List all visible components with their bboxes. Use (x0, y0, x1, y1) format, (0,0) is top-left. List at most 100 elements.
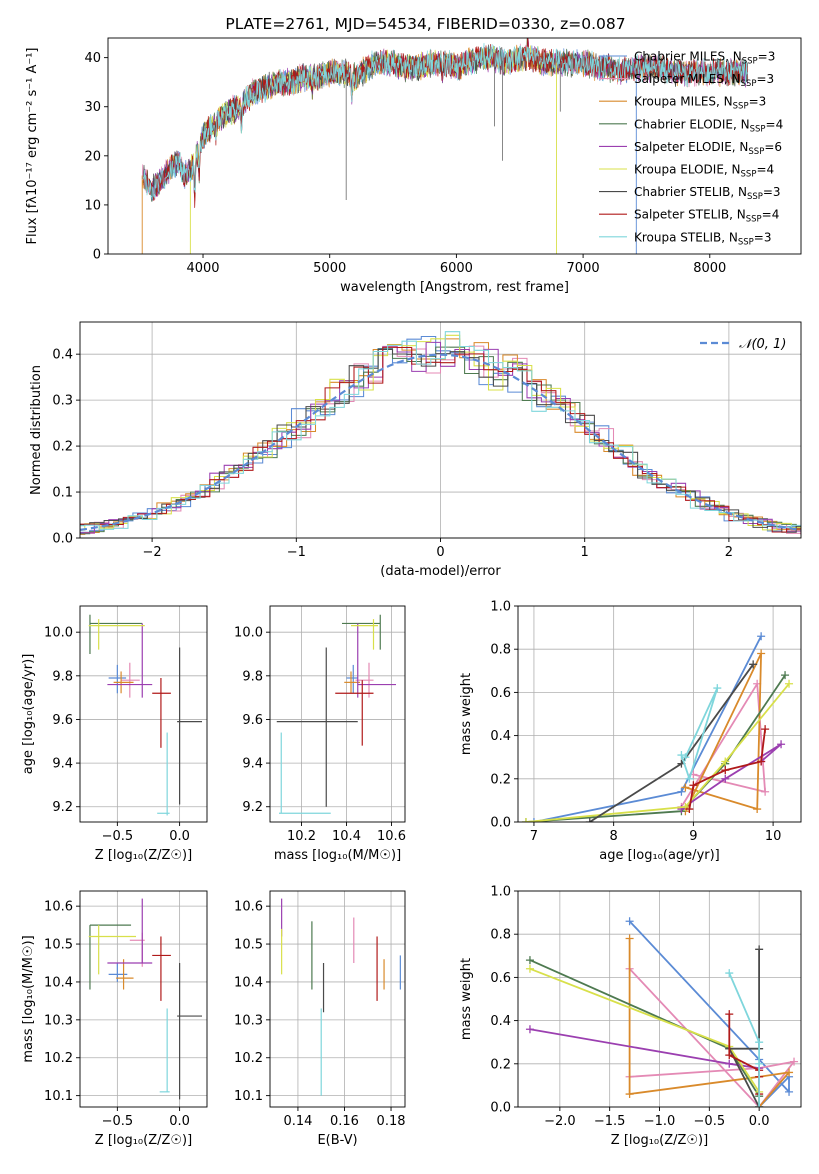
x-tick-label: 7000 (567, 261, 600, 276)
weight-point-marker (725, 1059, 734, 1068)
weight-point-marker (785, 1087, 794, 1096)
legend-entry-name: Chabrier ELODIE, N (634, 117, 750, 131)
axes-mass-vs-z (80, 891, 207, 1107)
error-cross-7 (335, 680, 374, 746)
x-tick-label: 0.0 (169, 1114, 190, 1129)
legend-entry: Kroupa MILES, NSSP=3 (634, 95, 766, 112)
frame-residuals: −2 −1 0 1 2 0.0 0.1 0.2 0.3 0.4 (data-model)/error… (29, 321, 802, 579)
frame-age-vs-z: −0.5 0.0 9.2 9.4 9.6 9.8 10.0 Z [log₁₀(Z/Z☉)] ag… (21, 605, 208, 863)
legend-entry-name: Chabrier MILES, N (634, 50, 742, 64)
y-tick-label: 0.4 (52, 348, 73, 363)
legend-entry: Chabrier STELIB, NSSP=3 (634, 185, 781, 202)
weight-point-marker (755, 1059, 764, 1068)
grid-mass-vs-ebv (270, 891, 405, 1107)
legend-entry: Kroupa ELODIE, NSSP=4 (634, 163, 774, 180)
error-cross-7 (152, 678, 171, 748)
y-tick-label: 9.2 (242, 800, 263, 815)
y-tick-label: 9.6 (242, 713, 263, 728)
error-cross-0 (108, 963, 128, 982)
y-tick-label: 9.2 (52, 800, 73, 815)
legend-entry-name: Chabrier STELIB, N (634, 185, 747, 199)
y-tick-label: 9.6 (52, 713, 73, 728)
weight-point-marker (785, 679, 794, 688)
weight-point-marker (525, 1025, 534, 1034)
x-tick-label: −1.0 (644, 1114, 676, 1129)
weight-point-marker (755, 1103, 764, 1107)
legend-entry-name: Kroupa MILES, N (634, 95, 733, 109)
weight-point-marker (753, 805, 762, 814)
y-tick-label: 0.0 (490, 816, 511, 831)
weight-point-marker (761, 725, 770, 734)
x-tick-label: 10.4 (332, 829, 361, 844)
weight-series-1 (625, 964, 799, 1107)
error-cross-2 (116, 959, 134, 990)
weight-series-3 (521, 671, 790, 822)
x-tick-label: 7 (530, 829, 538, 844)
x-tick-label: 5000 (313, 261, 346, 276)
y-tick-label: 10.2 (234, 1051, 263, 1066)
normal-reference-curve (80, 353, 801, 531)
y-axis-label: age [log₁₀(age/yr)] (21, 654, 36, 775)
y-tick-label: 0.4 (490, 1014, 511, 1029)
x-tick-label: 0 (436, 545, 444, 560)
weight-point-marker (725, 1051, 734, 1060)
weight-point-marker (625, 1090, 634, 1099)
weight-point-marker (761, 787, 770, 796)
y-tick-label: 9.4 (52, 757, 73, 772)
weight-point-marker (721, 766, 730, 775)
legend-spectrum: Chabrier MILES, N SSP =3 Salpeter MILES, NS… (599, 50, 783, 247)
weight-point-marker (685, 774, 694, 783)
weight-series-0 (529, 632, 766, 822)
y-tick-label: 1.0 (490, 885, 511, 900)
error-cross-6 (276, 647, 358, 807)
plot-frame (269, 605, 406, 823)
x-tick-label: 10.6 (377, 829, 406, 844)
y-tick-label: 0.0 (52, 532, 73, 547)
y-axis-label: mass weight (459, 958, 474, 1040)
y-tick-label: 10.3 (234, 1013, 263, 1028)
grid-age-vs-mass (270, 606, 405, 822)
error-cross-4 (107, 623, 153, 698)
y-tick-label: 0.2 (52, 440, 73, 455)
legend-entry: Salpeter MILES, NSSP=3 (634, 72, 774, 89)
y-tick-label: 9.4 (242, 757, 263, 772)
y-tick-label: 10.3 (44, 1013, 73, 1028)
weight-point-marker (785, 1068, 794, 1077)
x-axis-label: E(B-V) (317, 1133, 357, 1148)
x-tick-label: 0.18 (377, 1114, 406, 1129)
weight-line (533, 635, 762, 822)
error-cross-6 (177, 963, 203, 1100)
y-tick-label: 0.4 (490, 729, 511, 744)
weight-point-marker (681, 753, 690, 762)
legend-entry-suffix: =3 (763, 185, 781, 199)
y-axis-label: mass [log₁₀(M/M☉)] (21, 935, 36, 1062)
y-tick-label: 10.4 (234, 975, 263, 990)
legend-entry-sub: SSP (746, 215, 762, 225)
residual-histogram-7 (80, 346, 801, 535)
residual-histogram-5 (80, 334, 801, 531)
x-tick-label: −1 (287, 545, 306, 560)
spectrum-series-7 (143, 38, 748, 208)
axes-age-vs-mass (270, 606, 405, 822)
x-tick-label: −1.5 (594, 1114, 626, 1129)
weight-point-marker (777, 740, 786, 749)
frame-mass-weight-vs-age: 7 8 9 10 0.0 0.2 0.4 0.6 0.8 1.0 age [log₁₀(age/yr… (459, 600, 802, 863)
legend-entry: Kroupa STELIB, NSSP=3 (634, 230, 772, 247)
y-tick-label: 10 (84, 198, 101, 213)
weight-point-marker (677, 787, 686, 796)
weight-point-marker (790, 1057, 799, 1066)
weight-series-8 (725, 969, 764, 1107)
x-tick-label: 4000 (186, 261, 219, 276)
frame-mass-vs-ebv: 0.14 0.16 0.18 10.1 10.2 10.3 10.4 10.5 10.6 E(B-… (234, 890, 406, 1148)
y-tick-label: 0.3 (52, 394, 73, 409)
error-cross-0 (108, 664, 127, 694)
weight-line (684, 652, 762, 812)
weight-line (529, 967, 760, 1107)
y-axis-label: Flux [fλ10⁻¹⁷ erg cm⁻² s⁻¹ A⁻¹] (25, 48, 40, 245)
y-tick-label: 9.8 (52, 669, 73, 684)
weight-point-marker (685, 805, 694, 814)
weight-point-marker (525, 964, 534, 973)
x-tick-label: 8000 (693, 261, 726, 276)
x-tick-label: 0.16 (330, 1114, 359, 1129)
weight-point-marker (725, 969, 734, 978)
